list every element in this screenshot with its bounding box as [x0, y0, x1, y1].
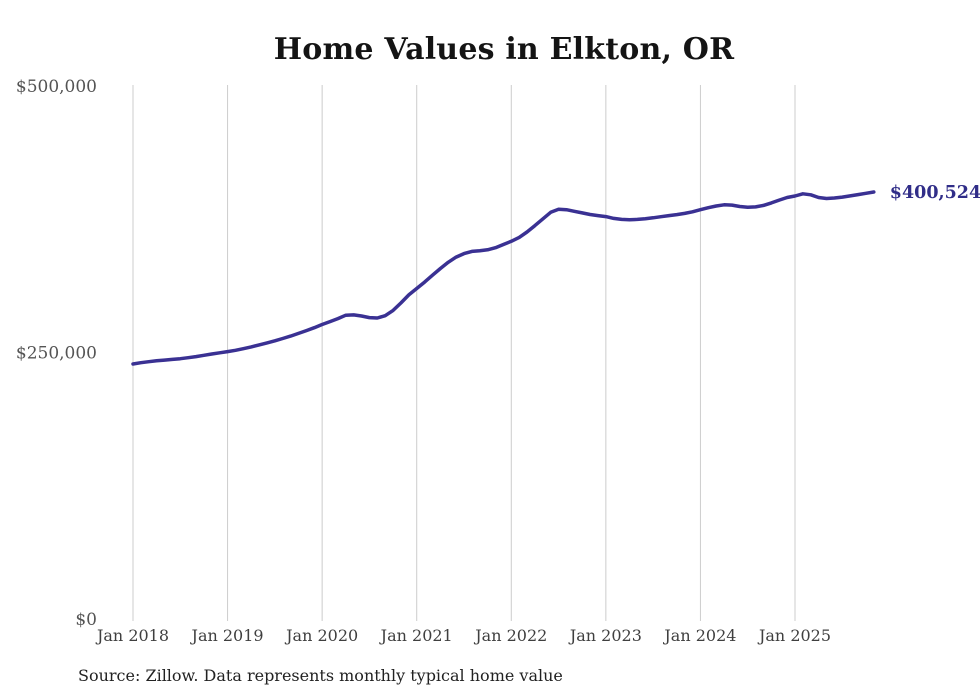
source-note: Source: Zillow. Data represents monthly …: [78, 666, 563, 685]
x-tick-label: Jan 2025: [757, 626, 831, 645]
x-tick-label: Jan 2019: [190, 626, 264, 645]
y-tick-label: $250,000: [16, 344, 97, 364]
x-tick-label: Jan 2021: [379, 626, 453, 645]
x-tick-label: Jan 2024: [662, 626, 736, 645]
x-tick-label: Jan 2020: [284, 626, 358, 645]
y-tick-label: $0: [75, 610, 97, 630]
x-tick-label: Jan 2022: [473, 626, 547, 645]
chart-title: Home Values in Elkton, OR: [273, 32, 735, 67]
y-tick-label: $500,000: [16, 77, 97, 97]
latest-value-label: $400,524: [890, 183, 980, 203]
home-value-line: [131, 190, 876, 366]
chart-canvas: Jan 2018 Jan 2019 Jan 2020 Jan 2021 Jan 2022…: [16, 77, 980, 645]
x-tick-label: Jan 2023: [568, 626, 642, 645]
x-tick-label: Jan 2018: [95, 626, 169, 645]
